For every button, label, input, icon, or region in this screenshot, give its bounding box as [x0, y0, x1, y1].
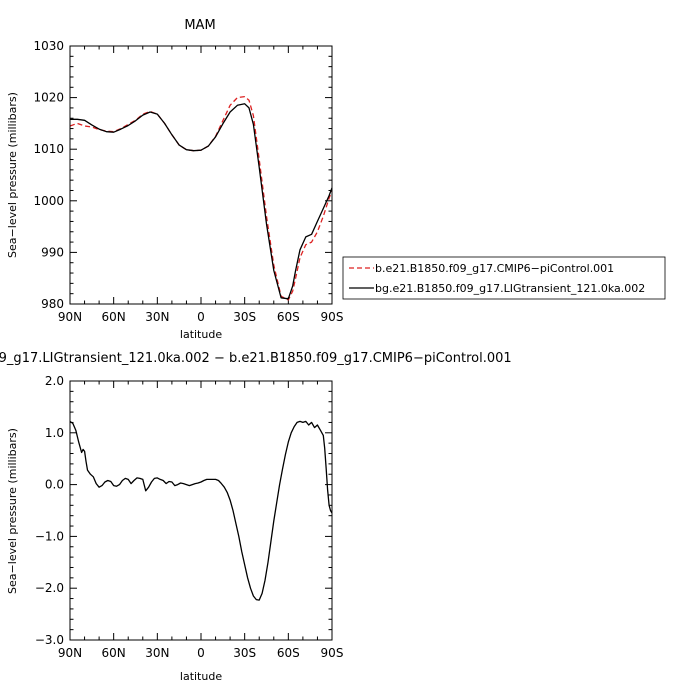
- x-tick-label: 30N: [145, 646, 169, 660]
- x-tick-label: 30S: [233, 646, 256, 660]
- bottom-panel: bg.e21.B1850.f09_g17.LIGtransient_121.0k…: [0, 351, 512, 683]
- series-line-1: [70, 103, 333, 300]
- y-tick-label: 1020: [33, 91, 64, 105]
- x-tick-label: 30S: [233, 310, 256, 324]
- series-line-0: [69, 95, 333, 301]
- x-tick-label: 90N: [58, 646, 82, 660]
- x-tick-label: 60S: [277, 646, 300, 660]
- y-tick-label: −2.0: [35, 581, 64, 595]
- y-tick-label: 1030: [33, 39, 64, 53]
- legend-label-ligtransient: bg.e21.B1850.f09_g17.LIGtransient_121.0k…: [375, 282, 645, 295]
- bottom-plot-frame: [69, 380, 333, 641]
- legend-box: [342, 256, 666, 300]
- bottom-plot-lines: [69, 420, 333, 601]
- y-tick-label: 1010: [33, 142, 64, 156]
- x-tick-label: 30N: [145, 310, 169, 324]
- legend: b.e21.B1850.f09_g17.CMIP6−piControl.001 …: [342, 256, 666, 300]
- top-x-axis-title: latitude: [180, 328, 222, 341]
- series-line-0: [69, 420, 333, 601]
- x-tick-label: 90N: [58, 310, 82, 324]
- top-plot-lines: [69, 95, 333, 301]
- y-tick-label: 2.0: [45, 374, 64, 388]
- x-tick-label: 0: [197, 310, 205, 324]
- y-tick-label: 1.0: [45, 426, 64, 440]
- top-y-axis: 980 990 1000 1010 1020 1030: [33, 39, 332, 311]
- y-tick-label: −3.0: [35, 633, 64, 647]
- x-tick-label: 90S: [321, 310, 344, 324]
- top-plot-frame: [69, 45, 333, 305]
- y-tick-label: 980: [41, 297, 64, 311]
- top-x-axis: 90N 60N 30N 0 30S 60S 90S: [58, 46, 344, 324]
- y-tick-label: 990: [41, 245, 64, 259]
- x-tick-label: 0: [197, 646, 205, 660]
- x-tick-label: 60S: [277, 310, 300, 324]
- bottom-title: bg.e21.B1850.f09_g17.LIGtransient_121.0k…: [0, 351, 512, 366]
- bottom-y-axis: −3.0 −2.0 −1.0 0.0 1.0 2.0: [35, 374, 332, 647]
- y-tick-label: −1.0: [35, 529, 64, 543]
- x-tick-label: 60N: [102, 310, 126, 324]
- top-panel: MAM 980 990 1000 1010 1020 1030 90N 60N 30N 0 30S…: [6, 18, 343, 341]
- bottom-y-axis-title: Sea−level pressure (millibars): [6, 428, 19, 594]
- top-title: MAM: [184, 18, 215, 33]
- x-tick-label: 90S: [321, 646, 344, 660]
- x-tick-label: 60N: [102, 646, 126, 660]
- legend-label-control: b.e21.B1850.f09_g17.CMIP6−piControl.001: [375, 262, 614, 275]
- top-y-axis-title: Sea−level pressure (millibars): [6, 92, 19, 258]
- y-tick-label: 1000: [33, 194, 64, 208]
- bottom-x-axis-title: latitude: [180, 670, 222, 683]
- y-tick-label: 0.0: [45, 478, 64, 492]
- bottom-x-axis: 90N 60N 30N 0 30S 60S 90S: [58, 381, 344, 660]
